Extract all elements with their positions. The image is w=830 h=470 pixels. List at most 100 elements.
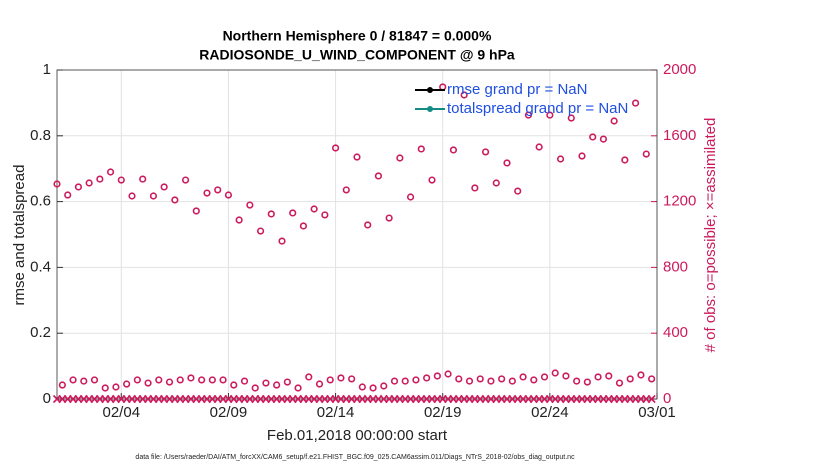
possible-marker [626, 375, 634, 383]
possible-marker [144, 379, 152, 387]
possible-marker [90, 376, 99, 384]
possible-marker [530, 376, 538, 384]
possible-marker [246, 201, 254, 209]
possible-marker [289, 209, 297, 217]
possible-marker [192, 207, 200, 215]
possible-marker [508, 377, 516, 385]
possible-marker [556, 155, 565, 163]
possible-marker [235, 216, 243, 224]
possible-marker [203, 189, 211, 197]
x-tick-label: 02/14 [317, 404, 355, 421]
y-tick-label: 0 [43, 390, 51, 407]
possible-marker [631, 99, 640, 107]
possible-marker [642, 150, 650, 158]
possible-marker [503, 159, 511, 167]
assimilated-marker [422, 394, 431, 404]
y2-tick-label: 0 [663, 390, 671, 407]
possible-marker [331, 144, 340, 152]
assimilated-marker [615, 394, 624, 404]
possible-marker [514, 187, 522, 195]
legend-dot [427, 106, 433, 112]
assimilated-marker [186, 394, 195, 404]
footnote: data file: /Users/raeder/DAI/ATM_forcXX/… [135, 454, 575, 461]
possible-marker [165, 378, 174, 386]
possible-marker [283, 378, 291, 386]
assimilated-marker [497, 394, 506, 404]
assimilated-marker [401, 394, 410, 404]
assimilated-marker [561, 394, 570, 404]
chart-title: Northern Hemisphere 0 / 81847 = 0.000% [223, 28, 492, 44]
assimilated-marker [647, 394, 656, 404]
possible-marker [85, 179, 93, 187]
possible-marker [133, 376, 141, 384]
possible-marker [487, 377, 495, 385]
y2-tick-label: 2000 [663, 61, 696, 78]
possible-marker [401, 377, 409, 385]
possible-marker [380, 382, 388, 390]
possible-marker [160, 183, 168, 191]
possible-marker [562, 372, 570, 380]
possible-marker [315, 380, 324, 388]
assimilated-marker [261, 394, 270, 404]
assimilated-marker [454, 394, 463, 404]
assimilated-marker [58, 394, 67, 404]
assimilated-marker [144, 394, 153, 404]
assimilated-marker [240, 394, 249, 404]
plot-frame [56, 69, 658, 400]
possible-marker [455, 375, 463, 383]
possible-marker [364, 221, 372, 229]
possible-marker [128, 192, 136, 200]
assimilated-marker [111, 394, 120, 404]
possible-marker [615, 379, 624, 387]
possible-marker [219, 376, 227, 384]
possible-marker [353, 153, 361, 161]
possible-marker [471, 184, 479, 192]
y2-tick-label: 1200 [663, 193, 696, 210]
y-tick-label: 0.4 [30, 258, 51, 275]
possible-marker [53, 180, 61, 188]
possible-marker [637, 371, 645, 379]
possible-marker [299, 222, 308, 230]
possible-marker [465, 377, 474, 385]
assimilated-marker [626, 394, 635, 404]
possible-marker [198, 376, 206, 384]
possible-marker [567, 114, 575, 122]
y2-tick-label: 400 [663, 324, 688, 341]
possible-marker [273, 381, 281, 389]
assimilated-marker [604, 394, 613, 404]
possible-marker [74, 183, 83, 191]
assimilated-marker [551, 394, 560, 404]
assimilated-marker [583, 394, 592, 404]
assimilated-marker [283, 394, 292, 404]
assimilated-marker [476, 394, 485, 404]
assimilated-marker [165, 394, 174, 404]
assimilated-marker [519, 394, 528, 404]
possible-marker [267, 210, 275, 218]
possible-marker [256, 227, 265, 235]
possible-marker [208, 376, 216, 384]
possible-marker [573, 377, 581, 385]
possible-marker [433, 372, 441, 380]
possible-marker [358, 383, 366, 391]
assimilated-marker [304, 394, 313, 404]
y-axis-label: rmse and totalspread [11, 165, 28, 306]
possible-marker [519, 373, 527, 381]
assimilated-marker [294, 394, 303, 404]
assimilated-marker [336, 394, 345, 404]
possible-marker [176, 376, 184, 384]
assimilated-marker [358, 394, 367, 404]
assimilated-marker [433, 394, 442, 404]
assimilated-marker [636, 394, 645, 404]
assimilated-marker [444, 394, 453, 404]
possible-marker [240, 377, 249, 385]
assimilated-marker [347, 394, 356, 404]
possible-marker [101, 384, 109, 392]
assimilated-marker [176, 394, 185, 404]
y-tick-label: 0.6 [30, 193, 51, 210]
possible-marker [305, 373, 313, 381]
possible-marker [96, 175, 104, 183]
possible-marker [117, 176, 125, 184]
possible-marker [348, 375, 356, 383]
chart-subtitle: RADIOSONDE_U_WIND_COMPONENT @ 9 hPa [199, 47, 515, 63]
assimilated-marker [529, 394, 538, 404]
